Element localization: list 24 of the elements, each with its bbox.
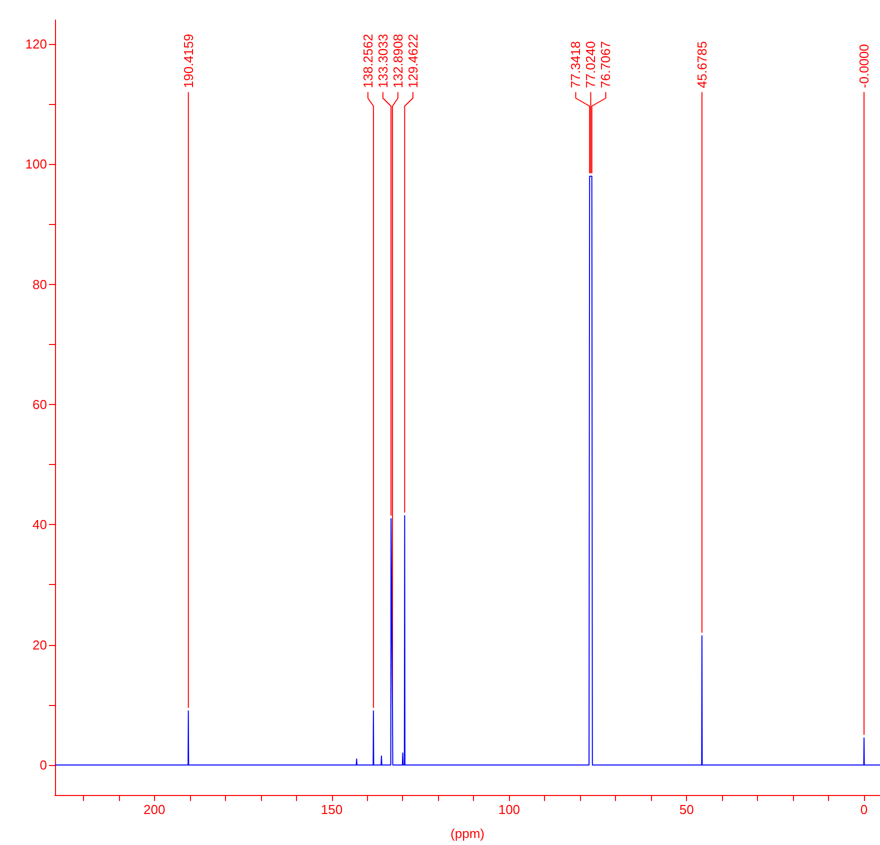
x-tick-label: 0 (860, 802, 868, 817)
annotation: 77.0240 (583, 41, 598, 88)
annotation: 45.6785 (694, 41, 710, 88)
x-tick-label: 100 (498, 802, 520, 817)
line-series (54, 176, 880, 766)
annotation: 132.8908 (390, 34, 406, 88)
annotation: 138.2562 (360, 34, 376, 88)
y-tick-label: 80 (32, 276, 47, 292)
annotation: 129.4622 (405, 34, 420, 88)
annotation: 76.7067 (598, 41, 614, 88)
y-tick-label: 60 (32, 396, 47, 412)
y-tick-label: 40 (32, 517, 47, 532)
annotation: 133.3033 (375, 34, 390, 88)
x-axis-title: (ppm) (450, 826, 484, 841)
x-tick-label: 150 (320, 802, 343, 817)
x-tick-label: 50 (679, 802, 694, 817)
y-tick-label: 120 (25, 36, 47, 52)
annotation: 190.4159 (180, 34, 196, 88)
y-tick-label: 100 (25, 156, 47, 172)
y-tick-label: 0 (40, 757, 47, 772)
annotation: -0.0000 (856, 44, 872, 88)
y-tick-label: 20 (32, 637, 47, 652)
annotation: 77.3418 (568, 41, 584, 88)
x-tick-label: 200 (144, 802, 166, 817)
